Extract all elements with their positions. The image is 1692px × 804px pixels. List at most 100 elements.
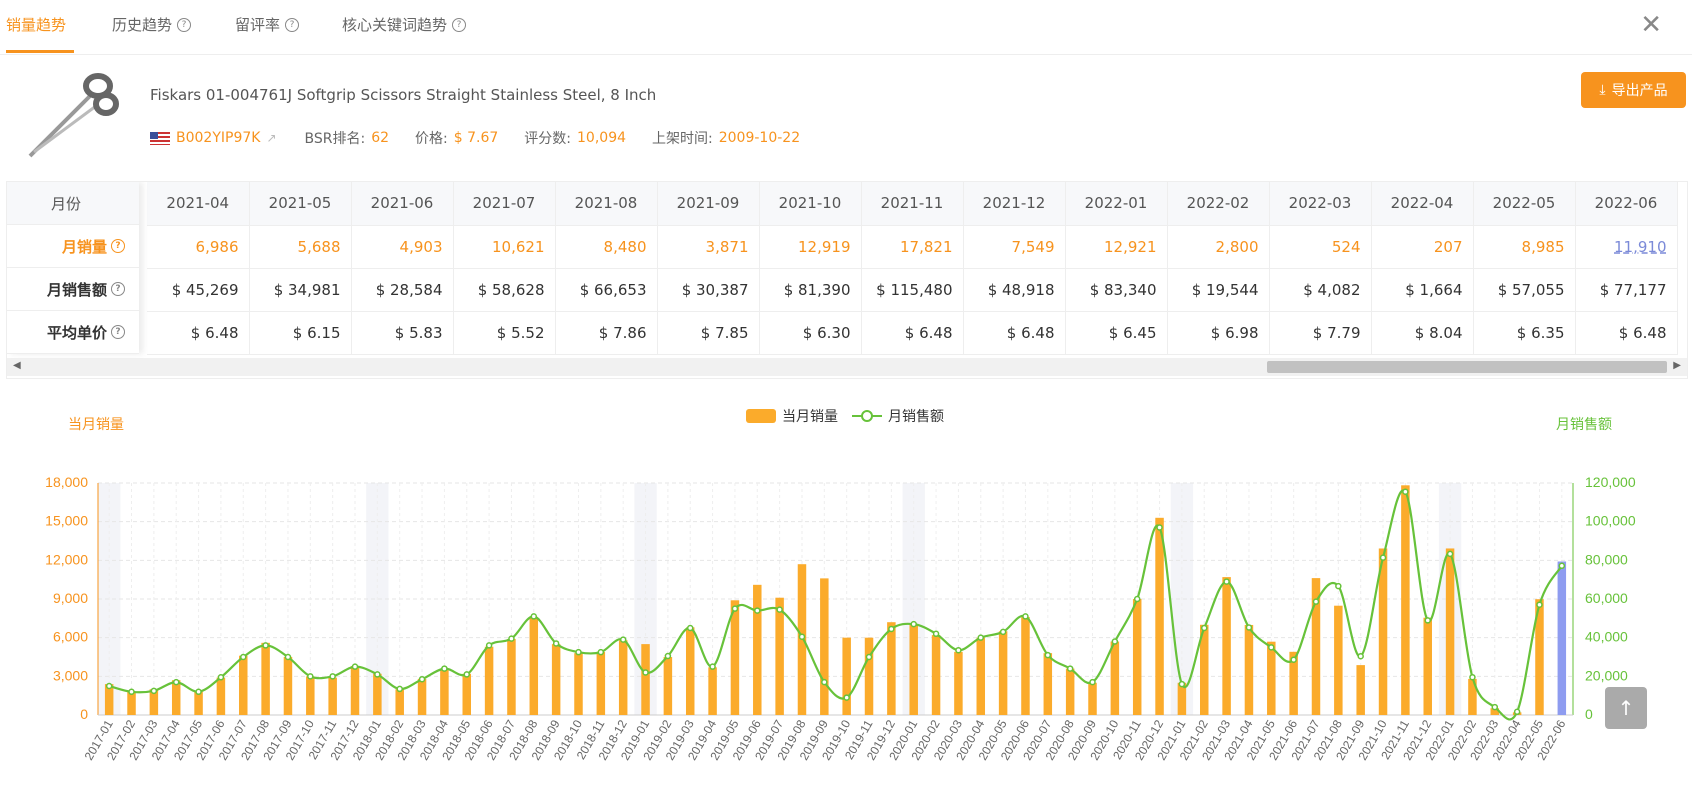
tab-sales-trend[interactable]: 销量趋势 <box>6 16 67 34</box>
close-icon[interactable]: ✕ <box>1640 10 1662 40</box>
revenue-point <box>1335 582 1342 590</box>
legend-label: 当月销量 <box>782 408 838 424</box>
bar <box>1356 665 1365 715</box>
asin-link[interactable]: B002YIP97K <box>176 130 261 146</box>
bar <box>261 642 270 715</box>
revenue-point <box>418 675 426 683</box>
help-icon[interactable]: ? <box>452 17 467 32</box>
month-header: 2022-01 <box>1065 182 1168 226</box>
bar <box>864 637 874 715</box>
rating-count: 10,094 <box>577 130 627 146</box>
sales-cell: 4,903 <box>351 225 454 269</box>
help-icon[interactable]: ? <box>111 239 125 253</box>
revenue-point <box>1446 550 1454 558</box>
avg-price-cell: $ 5.52 <box>453 311 556 355</box>
listed-label: 上架时间: <box>652 131 713 147</box>
month-header: 2022-02 <box>1167 182 1270 226</box>
revenue-cell: $ 81,390 <box>759 268 862 312</box>
y-tick-right: 60,000 <box>1585 590 1628 606</box>
bar <box>976 637 986 715</box>
bar <box>1401 485 1410 715</box>
bar <box>1244 624 1254 715</box>
revenue-point <box>1133 595 1141 603</box>
tab-bar: 销量趋势 历史趋势? 留评率? 核心关键词趋势? ✕ <box>0 0 1692 55</box>
revenue-cell: $ 1,664 <box>1371 268 1474 312</box>
scrollbar-thumb[interactable] <box>1267 361 1667 373</box>
revenue-cell: $ 48,918 <box>963 268 1066 312</box>
horizontal-scrollbar[interactable]: ◀ ▶ <box>7 358 1687 376</box>
help-icon[interactable]: ? <box>177 17 192 32</box>
revenue-point <box>1424 617 1431 624</box>
bar <box>1200 624 1209 715</box>
bar <box>1110 641 1120 715</box>
help-icon[interactable]: ? <box>111 325 125 339</box>
revenue-line <box>108 489 1563 721</box>
product-image <box>28 73 119 158</box>
tab-history-trend[interactable]: 历史趋势? <box>112 14 192 35</box>
scroll-right-icon[interactable]: ▶ <box>1673 360 1681 371</box>
row-header-revenue: 月销售额? <box>7 268 139 311</box>
help-icon[interactable]: ? <box>111 282 125 296</box>
download-icon: ⤓ <box>1599 82 1606 98</box>
bar <box>1445 548 1455 715</box>
bar <box>1132 599 1142 715</box>
revenue-point <box>1491 703 1499 711</box>
external-link-icon[interactable]: ↗ <box>266 131 277 145</box>
revenue-point <box>262 642 269 649</box>
avg-price-cell: $ 6.15 <box>249 311 352 355</box>
avg-price-cell: $ 7.86 <box>555 311 658 355</box>
listed-date: 2009-10-22 <box>718 130 801 146</box>
avg-price-cell: $ 6.48 <box>1575 311 1678 355</box>
revenue-point <box>530 613 538 620</box>
scroll-left-icon[interactable]: ◀ <box>13 360 21 371</box>
help-icon[interactable]: ? <box>285 17 300 32</box>
bar <box>708 667 717 715</box>
legend-bar-swatch <box>746 409 776 423</box>
back-to-top-button[interactable]: ↑ <box>1605 687 1647 729</box>
bar <box>685 627 695 715</box>
sales-cell: 524 <box>1269 225 1372 269</box>
bar <box>350 666 360 715</box>
revenue-cell: $ 19,544 <box>1167 268 1270 312</box>
bar <box>931 635 941 715</box>
revenue-point <box>932 630 940 638</box>
bar <box>998 631 1008 715</box>
revenue-point <box>754 607 761 614</box>
bar <box>194 691 203 715</box>
revenue-point <box>284 653 292 661</box>
revenue-point <box>485 642 493 649</box>
revenue-point <box>195 688 202 696</box>
revenue-point <box>128 688 135 696</box>
bar <box>440 668 449 715</box>
revenue-point <box>1066 665 1074 672</box>
revenue-point <box>1089 678 1096 686</box>
price-label: 价格: <box>415 131 448 147</box>
bar <box>149 689 159 715</box>
y-tick-right: 0 <box>1585 706 1593 722</box>
bar <box>1334 605 1343 715</box>
avg-price-cell: $ 5.83 <box>351 311 454 355</box>
revenue-cell: $ 4,082 <box>1269 268 1372 312</box>
y-axis-title-left: 当月销量 <box>68 416 124 432</box>
revenue-cell: $ 83,340 <box>1065 268 1168 312</box>
revenue-point <box>642 669 649 676</box>
revenue-point <box>999 628 1007 636</box>
revenue-cell: $ 115,480 <box>861 268 964 312</box>
avg-price-cell: $ 7.79 <box>1269 311 1372 355</box>
y-axis-title-right: 月销售额 <box>1556 416 1612 432</box>
revenue-point <box>1223 578 1230 585</box>
rating-label: 评分数: <box>524 131 572 147</box>
revenue-point <box>1290 656 1297 663</box>
bar <box>1311 578 1321 715</box>
tab-keyword-trend[interactable]: 核心关键词趋势? <box>342 14 467 35</box>
revenue-point <box>1245 624 1253 631</box>
export-button[interactable]: ⤓ 导出产品 <box>1581 72 1686 108</box>
revenue-point <box>240 653 247 661</box>
bar <box>909 624 918 715</box>
revenue-point <box>463 671 470 678</box>
bar <box>574 653 583 715</box>
sales-cell: 8,480 <box>555 225 658 269</box>
bar <box>887 622 896 715</box>
bar <box>618 640 628 715</box>
tab-review-rate[interactable]: 留评率? <box>235 14 300 35</box>
